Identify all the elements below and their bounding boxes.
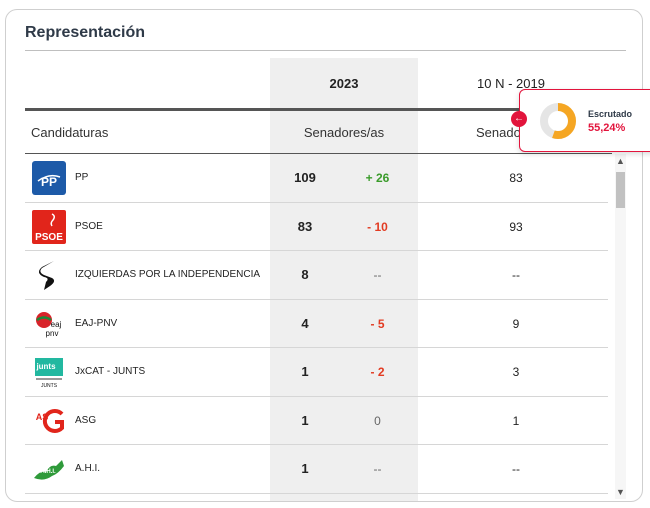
- pp-logo: PP: [32, 161, 66, 195]
- column-header-senadores-prev: Senado: [476, 125, 521, 140]
- seats-diff: - 10: [367, 219, 388, 234]
- header-year-2023: 2023: [329, 76, 359, 91]
- results-table: PP PP 109 + 26 83 PSOE PSOE 83 - 10 93: [25, 154, 608, 494]
- seats-2023: 8: [301, 267, 309, 282]
- party-name: ASG: [75, 414, 97, 426]
- party-name: PSOE: [75, 220, 103, 232]
- escrutado-popup: Escrutado 55,24%: [519, 89, 650, 152]
- asg-logo: AS: [32, 404, 66, 438]
- escrutado-donut: [540, 103, 576, 139]
- party-name: JxCAT - JUNTS: [75, 366, 146, 377]
- svg-text:eaj: eaj: [51, 320, 62, 329]
- seats-diff: - 2: [370, 365, 385, 379]
- seats-2019: 1: [512, 413, 520, 428]
- collapse-arrow-icon[interactable]: ←: [511, 111, 527, 127]
- seats-diff: - 5: [370, 316, 385, 331]
- seats-2019: 3: [512, 365, 520, 379]
- ahi-logo: A.H.I.: [32, 452, 66, 486]
- junts-logo: junts JUNTS: [32, 355, 66, 389]
- seats-2023: 109: [294, 170, 316, 185]
- izquierdas-logo: [32, 258, 66, 292]
- seats-diff: 0: [374, 413, 381, 428]
- party-name: A.H.I.: [75, 463, 101, 474]
- table-row: PP PP 109 + 26 83: [25, 154, 608, 203]
- seats-2019: 9: [512, 316, 520, 331]
- table-scrollbar[interactable]: ▲ ▼: [615, 154, 626, 499]
- svg-text:AS: AS: [36, 412, 49, 422]
- seats-2023: 4: [301, 315, 309, 331]
- seats-diff: --: [373, 268, 382, 282]
- seats-diff: + 26: [365, 171, 390, 185]
- scroll-up-icon[interactable]: ▲: [616, 156, 625, 166]
- seats-2019: --: [512, 462, 520, 476]
- table-row: AS ASG 1 0 1: [25, 397, 608, 445]
- escrutado-label: Escrutado: [588, 109, 633, 119]
- table-row: eaj pnv EAJ-PNV 4 - 5 9: [25, 300, 608, 348]
- party-name: IZQUIERDAS POR LA INDEPENDENCIA: [75, 269, 261, 280]
- seats-2023: 1: [301, 412, 309, 428]
- party-name: EAJ-PNV: [75, 317, 118, 329]
- svg-text:PSOE: PSOE: [35, 232, 63, 243]
- scroll-thumb[interactable]: [616, 172, 625, 208]
- seats-2019: 93: [509, 219, 523, 234]
- svg-text:junts: junts: [35, 362, 56, 371]
- seats-2019: 83: [509, 171, 523, 185]
- table-row: junts JUNTS JxCAT - JUNTS 1 - 2 3: [25, 348, 608, 397]
- seats-2019: --: [512, 268, 520, 282]
- subheader-divider: [25, 153, 612, 154]
- seats-diff: --: [373, 462, 382, 476]
- table-row: IZQUIERDAS POR LA INDEPENDENCIA 8 -- --: [25, 251, 608, 300]
- svg-text:PP: PP: [41, 175, 57, 189]
- header-year-2019: 10 N - 2019: [477, 76, 545, 91]
- column-header-candidaturas: Candidaturas: [31, 125, 109, 140]
- svg-text:A.H.I.: A.H.I.: [40, 469, 56, 475]
- escrutado-arc: [540, 103, 576, 139]
- scroll-down-icon[interactable]: ▼: [616, 487, 625, 497]
- psoe-logo: PSOE: [32, 209, 66, 244]
- svg-text:pnv: pnv: [46, 329, 59, 338]
- escrutado-value: 55,24%: [588, 122, 626, 134]
- column-2023-highlight: [270, 58, 418, 501]
- svg-text:JUNTS: JUNTS: [41, 383, 58, 389]
- title-divider: [25, 50, 626, 51]
- table-row: PSOE PSOE 83 - 10 93: [25, 203, 608, 251]
- representation-card: Representación 2023 10 N - 2019 Candidat…: [5, 9, 643, 502]
- eaj-pnv-logo: eaj pnv: [32, 307, 66, 341]
- column-header-senadores: Senadores/as: [303, 125, 385, 140]
- header-divider: [25, 108, 612, 111]
- seats-2023: 1: [301, 364, 309, 379]
- section-title: Representación: [25, 24, 146, 41]
- seats-2023: 1: [301, 461, 309, 476]
- party-name: PP: [75, 172, 89, 183]
- seats-2023: 83: [297, 218, 313, 234]
- table-row: A.H.I. A.H.I. 1 -- --: [25, 445, 608, 494]
